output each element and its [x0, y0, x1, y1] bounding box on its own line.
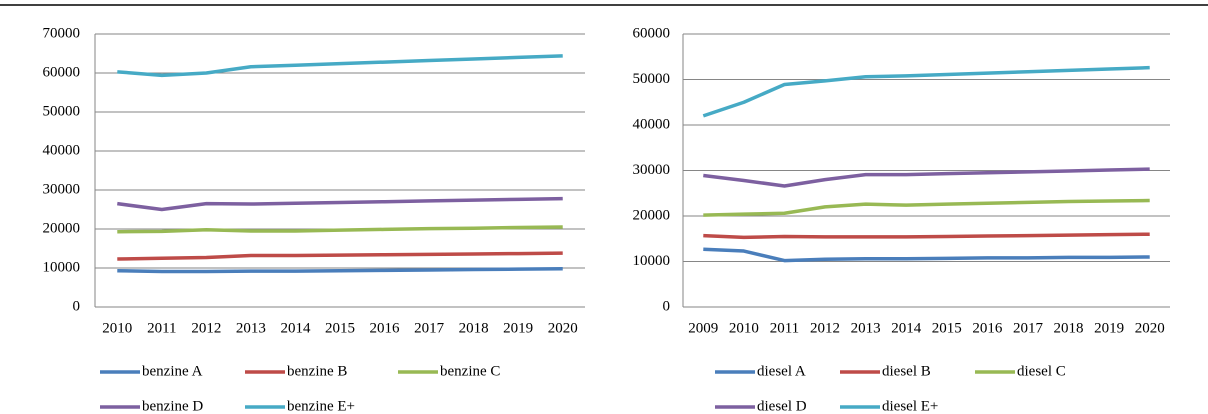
legend-label: diesel B [882, 363, 931, 379]
y-tick-label: 70000 [43, 25, 81, 41]
x-tick-label: 2014 [891, 320, 922, 336]
line-series [703, 247, 1150, 263]
line-series [703, 167, 1150, 188]
x-tick-label: 2014 [280, 320, 311, 336]
x-tick-label: 2012 [810, 320, 840, 336]
legend-label: diesel E+ [882, 398, 938, 414]
y-tick-label: 40000 [43, 142, 81, 158]
y-tick-label: 60000 [43, 64, 81, 80]
legend-label: diesel A [757, 363, 806, 379]
y-tick-label: 30000 [43, 181, 81, 197]
x-tick-label: 2020 [1135, 320, 1165, 336]
x-tick-label: 2010 [729, 320, 759, 336]
y-tick-label: 20000 [633, 207, 671, 223]
legend-label: benzine C [440, 363, 500, 379]
y-tick-label: 10000 [633, 253, 671, 269]
x-tick-label: 2011 [147, 320, 176, 336]
legend-label: benzine A [142, 363, 203, 379]
line-series [703, 198, 1150, 217]
y-tick-label: 50000 [633, 71, 671, 87]
y-tick-label: 0 [663, 298, 671, 314]
line-series [117, 54, 563, 78]
x-tick-label: 2009 [688, 320, 718, 336]
line-series [117, 196, 563, 212]
x-tick-label: 2019 [1094, 320, 1124, 336]
x-tick-label: 2016 [972, 320, 1003, 336]
line-series [703, 232, 1150, 240]
x-tick-label: 2013 [236, 320, 266, 336]
y-tick-label: 30000 [633, 162, 671, 178]
legend-label: diesel C [1017, 363, 1066, 379]
x-tick-label: 2012 [191, 320, 221, 336]
x-tick-label: 2018 [459, 320, 489, 336]
line-series [117, 251, 563, 261]
x-tick-label: 2010 [102, 320, 132, 336]
x-tick-label: 2018 [1054, 320, 1084, 336]
line-series [117, 267, 563, 274]
legend-label: benzine E+ [287, 398, 355, 414]
line-series [702, 65, 1150, 118]
x-tick-label: 2017 [414, 320, 445, 336]
x-tick-label: 2016 [370, 320, 401, 336]
x-tick-label: 2017 [1013, 320, 1044, 336]
x-tick-label: 2015 [325, 320, 355, 336]
legend-label: diesel D [757, 398, 807, 414]
y-tick-label: 20000 [43, 220, 81, 236]
line-series [117, 225, 563, 234]
y-tick-label: 0 [73, 298, 81, 314]
y-tick-label: 40000 [633, 116, 671, 132]
x-tick-label: 2015 [932, 320, 962, 336]
x-tick-label: 2019 [503, 320, 533, 336]
y-tick-label: 10000 [43, 259, 81, 275]
x-tick-label: 2013 [851, 320, 881, 336]
y-tick-label: 50000 [43, 103, 81, 119]
legend-label: benzine B [287, 363, 347, 379]
x-tick-label: 2011 [770, 320, 799, 336]
legend-label: benzine D [142, 398, 203, 414]
y-tick-label: 60000 [633, 25, 671, 41]
x-tick-label: 2020 [548, 320, 578, 336]
